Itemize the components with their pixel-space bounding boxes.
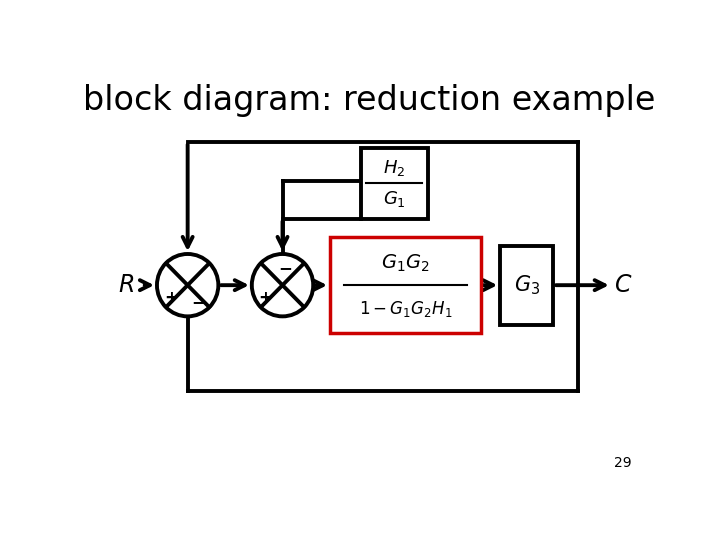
Text: $H_2$: $H_2$ [383,158,405,178]
Text: $G_1$: $G_1$ [383,189,405,209]
Text: $G_3$: $G_3$ [513,273,540,297]
Bar [361,148,428,219]
Ellipse shape [157,254,218,316]
Text: +: + [164,289,178,307]
Text: block diagram: reduction example: block diagram: reduction example [83,84,655,117]
Text: $1-G_1G_2H_1$: $1-G_1G_2H_1$ [359,299,452,319]
Text: $C$: $C$ [613,273,632,297]
Text: +: + [258,289,273,307]
Bar [500,246,553,325]
Ellipse shape [252,254,313,316]
Text: $R$: $R$ [118,273,135,297]
Text: $G_1G_2$: $G_1G_2$ [381,253,430,274]
Text: −: − [279,259,292,277]
Bar [330,238,481,333]
Text: 29: 29 [613,456,631,470]
Text: −: − [192,293,205,312]
